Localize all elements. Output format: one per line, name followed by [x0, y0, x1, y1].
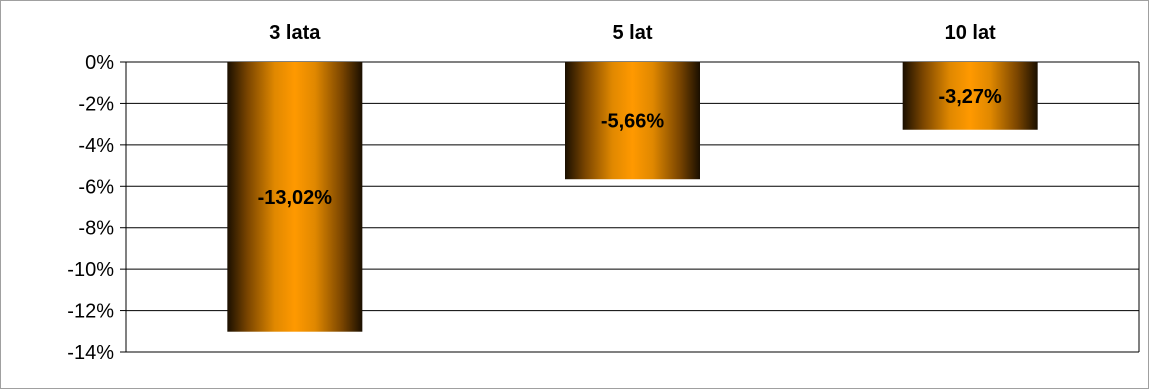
y-tick-label: -10% [67, 259, 114, 281]
category-label: 5 lat [612, 22, 652, 44]
y-tick-label: 0% [85, 52, 114, 74]
y-axis: 0% -2% -4% -6% -8% -10% -12% -14% [67, 52, 1140, 364]
bar [902, 62, 1038, 130]
category-labels: 3 lata 5 lat 10 lat [269, 22, 996, 44]
data-labels: -13,02% -5,66% -3,27% [258, 86, 1002, 209]
y-tick-label: -2% [78, 93, 114, 115]
y-tick-label: -4% [78, 135, 114, 157]
y-tick-label: -6% [78, 176, 114, 198]
y-tick-label: -14% [67, 342, 114, 364]
y-tick-label: -8% [78, 218, 114, 240]
category-label: 3 lata [269, 22, 321, 44]
bar [565, 62, 700, 180]
bars [227, 62, 1038, 332]
bar [227, 62, 363, 332]
category-label: 10 lat [945, 22, 996, 44]
data-label: -3,27% [938, 86, 1002, 108]
y-tick-label: -12% [67, 301, 114, 323]
data-label: -13,02% [258, 187, 333, 209]
data-label: -5,66% [601, 111, 665, 133]
